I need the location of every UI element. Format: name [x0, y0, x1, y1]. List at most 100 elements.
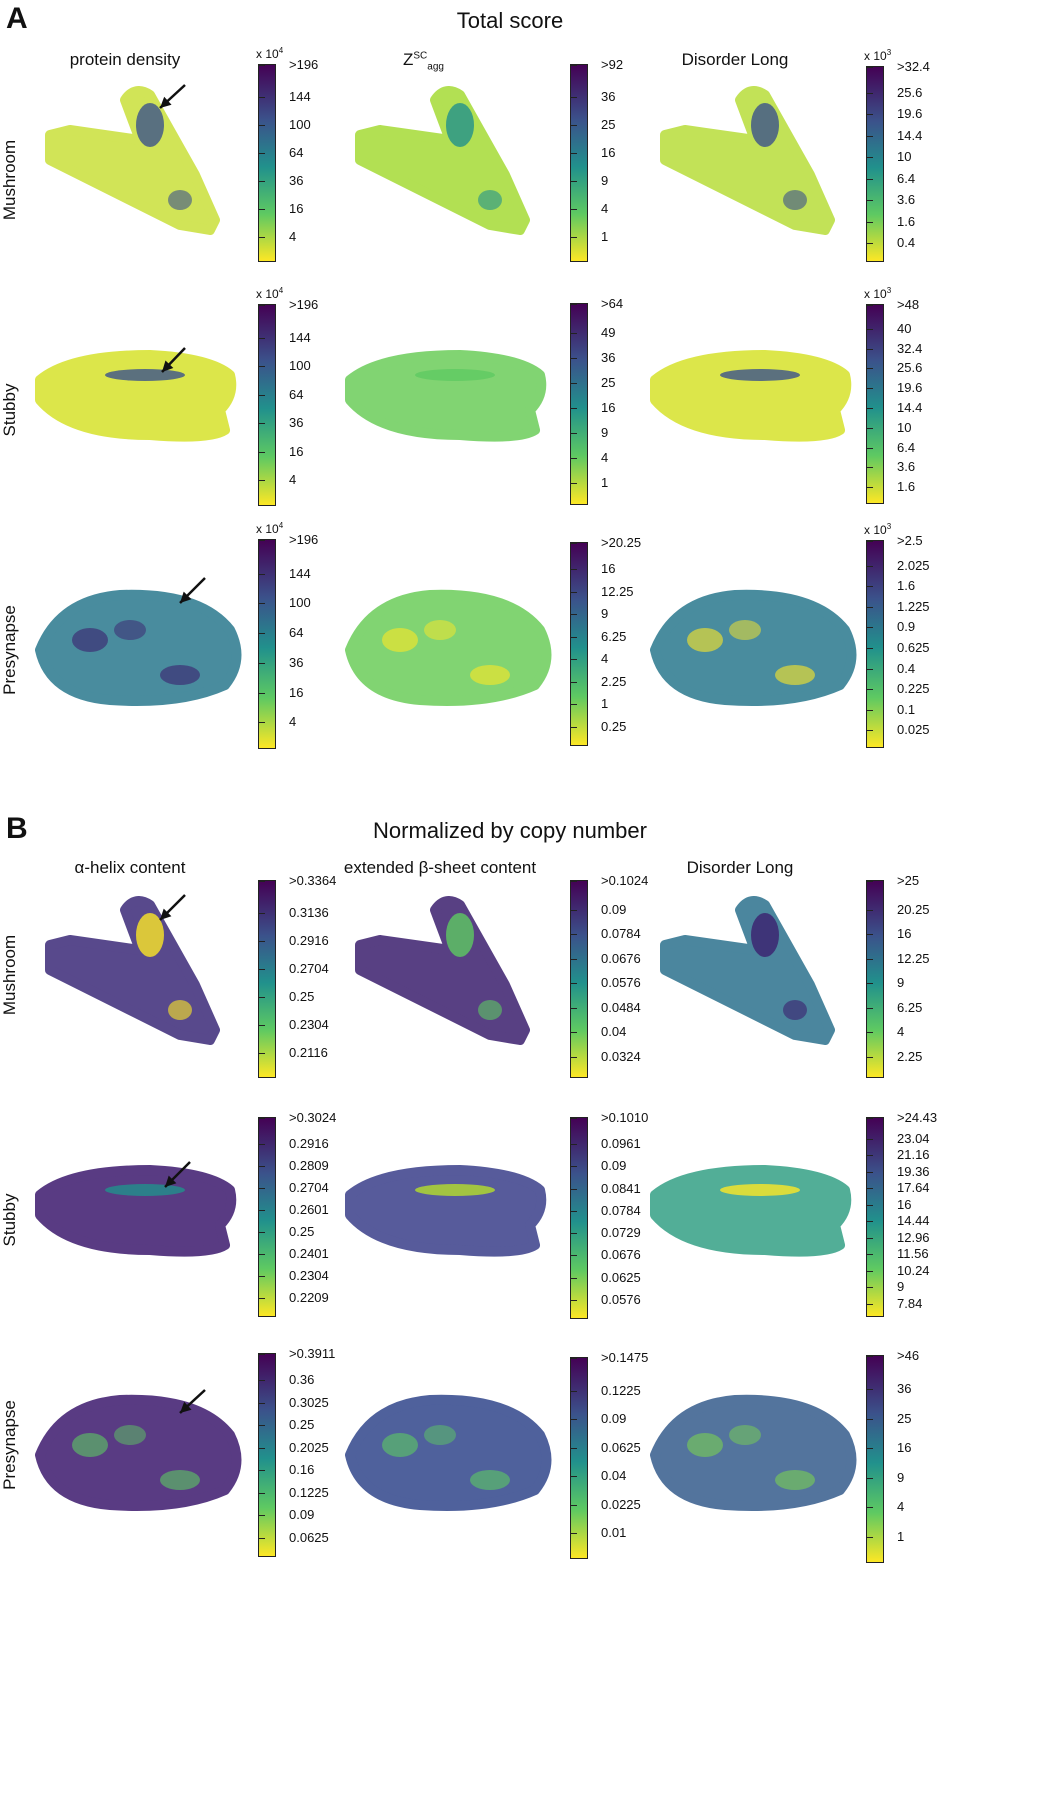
- multiplier-text: x 10: [864, 287, 887, 301]
- colorbar-tick-label: 2.25: [866, 1048, 923, 1064]
- colorbar-tick-label: 100: [259, 117, 311, 132]
- colorbar: >196 144 100 64 36 16 4: [257, 57, 318, 262]
- colorbar-tick-label: 0.09: [258, 1507, 315, 1523]
- colorbar: >196 144 100 64 36 16 4: [257, 532, 318, 749]
- colorbar-tick-label: 21.16: [867, 1147, 930, 1162]
- colorbar: >20.25 16 12.25 9 6.25 4 2.25 1 0.25: [569, 535, 641, 746]
- colorbar-tick-label: 6.25: [866, 999, 923, 1015]
- colorbar-tick-label: >20.25: [570, 535, 642, 550]
- colorbar-tick-label: 16: [569, 145, 616, 160]
- colorbar-tick-label: 36: [569, 350, 616, 365]
- density-map: [650, 589, 857, 706]
- section-title-b: Normalized by copy number: [373, 818, 647, 843]
- colorbar-tick-label: 144: [259, 565, 311, 581]
- colorbar-tick-label: 0.0729: [571, 1225, 641, 1241]
- intensity-spot: [783, 1000, 807, 1020]
- colorbar-tick-label: 0.2809: [259, 1158, 329, 1173]
- colorbar-tick-label: 0.3025: [259, 1394, 329, 1410]
- density-map: [355, 86, 530, 235]
- colorbar-multiplier: x 103: [864, 48, 891, 63]
- colorbar-tick-label: >25: [866, 873, 920, 888]
- colorbar-tick-label: 2.25: [570, 673, 627, 689]
- section-letter-b: B: [6, 812, 28, 845]
- colorbar: >2.5 2.025 1.6 1.225 0.9 0.625 0.4 0.225 0.1 0.02…: [866, 533, 930, 748]
- colorbar-multiplier: x 104: [256, 46, 283, 61]
- arrow-icon: [159, 84, 186, 109]
- density-map: [35, 1394, 242, 1511]
- colorbar-tick-label: 9: [569, 425, 609, 440]
- colorbar-tick-label: >0.3911: [258, 1346, 336, 1361]
- colorbar-tick-label: 4: [865, 1024, 905, 1039]
- intensity-spot: [783, 190, 807, 210]
- colorbar-tick-label: 1.6: [866, 479, 916, 495]
- density-map: [650, 1394, 857, 1511]
- colorbar-tick-label: 0.36: [258, 1372, 315, 1388]
- section-letter-a: A: [6, 2, 28, 35]
- colorbar-tick-label: 0.4: [866, 660, 916, 676]
- section-title-a: Total score: [456, 8, 564, 33]
- colorbar-tick-label: 0.625: [867, 640, 930, 655]
- intensity-spot: [424, 1425, 456, 1445]
- colorbar-tick-label: 100: [259, 595, 311, 611]
- column-title-beta-sheet: extended β-sheet content: [343, 858, 537, 877]
- colorbar-tick-label: 0.04: [570, 1024, 627, 1039]
- colorbar-tick-label: >196: [258, 57, 319, 72]
- colorbar-tick-label: 0.0576: [571, 1291, 641, 1307]
- colorbar-tick-label: 25.6: [866, 84, 923, 100]
- colorbar-tick-label: >48: [866, 297, 920, 312]
- colorbar-tick-label: 0.0484: [571, 999, 641, 1015]
- colorbar-tick-label: 144: [259, 89, 311, 104]
- colorbar-tick-label: 0.0784: [571, 926, 641, 941]
- colorbar-tick-label: >0.1010: [570, 1110, 649, 1125]
- intensity-spot: [775, 1470, 815, 1490]
- colorbar-tick-label: 0.2304: [259, 1017, 329, 1032]
- multiplier-exponent: 4: [278, 46, 284, 55]
- intensity-spot: [751, 103, 779, 147]
- colorbar-tick-label: 16: [569, 400, 616, 415]
- intensity-spot: [478, 190, 502, 210]
- colorbar-tick-label: 14.44: [867, 1213, 930, 1228]
- colorbar-tick-label: 0.9: [866, 619, 916, 635]
- colorbar-tick-label: 4: [569, 651, 609, 667]
- colorbar-tick-label: 0.25: [258, 989, 315, 1004]
- colorbar-tick-label: 0.1225: [259, 1484, 329, 1500]
- colorbar-tick-label: 1: [569, 229, 609, 244]
- colorbar: >46 36 25 16 9 4 1: [865, 1348, 919, 1563]
- intensity-spot: [470, 1470, 510, 1490]
- density-map: [355, 896, 530, 1045]
- intensity-spot: [446, 913, 474, 957]
- intensity-spot: [114, 620, 146, 640]
- colorbar-tick-label: 0.2601: [259, 1202, 329, 1217]
- colorbar-tick-label: 0.4: [866, 235, 916, 251]
- intensity-spot: [160, 1470, 200, 1490]
- density-map: [660, 896, 835, 1045]
- colorbar-tick-label: 0.2025: [259, 1439, 329, 1455]
- colorbar-tick-label: 100: [259, 358, 311, 374]
- colorbar-tick-label: 0.2704: [259, 961, 329, 976]
- colorbar-tick-label: 14.4: [866, 127, 923, 143]
- colorbar-tick-label: 40: [865, 320, 912, 336]
- colorbar: >0.1475 0.1225 0.09 0.0625 0.04 0.0225 0.01: [570, 1350, 648, 1559]
- colorbar-tick-label: 19.6: [866, 106, 923, 122]
- colorbar-tick-label: 0.1225: [571, 1382, 641, 1398]
- multiplier-text: x 10: [864, 49, 887, 63]
- colorbar-tick-label: 49: [569, 325, 616, 340]
- colorbar-tick-label: 19.36: [867, 1163, 930, 1179]
- colorbar-tick-label: 9: [865, 1469, 905, 1485]
- colorbar: >196 144 100 64 36 16 4: [257, 297, 318, 506]
- colorbar-tick-label: 2.025: [867, 557, 930, 573]
- colorbar: >0.3911 0.36 0.3025 0.25 0.2025 0.16 0.1225 0.0…: [258, 1346, 335, 1557]
- colorbar-tick-label: >196: [258, 297, 319, 312]
- colorbar-tick-label: 1: [569, 696, 609, 712]
- colorbar-tick-label: 10: [865, 419, 912, 435]
- colorbar-tick-label: >92: [570, 57, 624, 72]
- intensity-spot: [446, 103, 474, 147]
- colorbar-tick-label: 4: [257, 714, 297, 730]
- colorbar-tick-label: 9: [865, 975, 905, 990]
- intensity-spot: [751, 913, 779, 957]
- colorbar-tick-label: 0.09: [570, 901, 627, 917]
- intensity-spot: [729, 1425, 761, 1445]
